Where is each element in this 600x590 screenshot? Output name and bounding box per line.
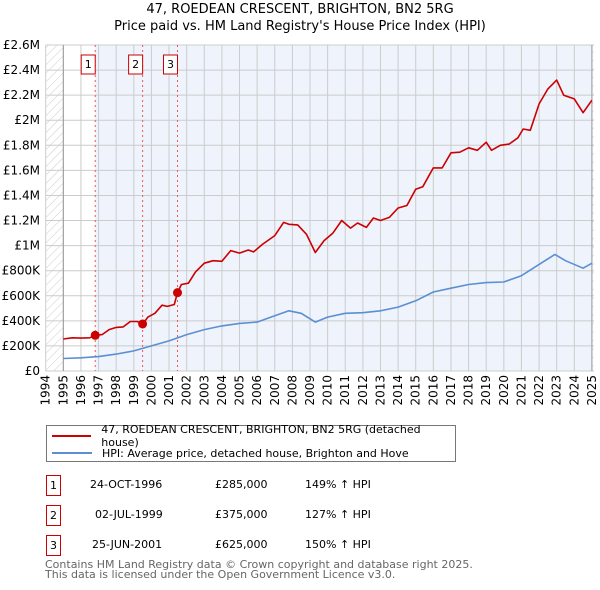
transaction-row: 3 25-JUN-2001 £625,000 150% ↑ HPI — [46, 535, 466, 556]
x-tick-label: 1995 — [56, 375, 70, 406]
sale-label-box — [80, 54, 96, 75]
x-tick-label: 2017 — [444, 375, 458, 406]
legend-item-hpi: HPI: Average price, detached house, Brig… — [47, 445, 409, 461]
transaction-badge: 2 — [46, 505, 61, 526]
x-tick-label: 2020 — [497, 375, 511, 406]
x-tick-label: 2025 — [585, 375, 599, 406]
y-tick-label: £2.2M — [3, 88, 40, 102]
chart-title: 47, ROEDEAN CRESCENT, BRIGHTON, BN2 5RG — [146, 2, 454, 17]
x-tick-label: 2022 — [532, 375, 546, 406]
sale-point — [172, 288, 182, 298]
sale-label-box — [128, 54, 144, 75]
y-tick-label: £1.6M — [3, 163, 40, 177]
x-tick-label: 2015 — [409, 375, 423, 406]
legend-swatch-property — [52, 435, 92, 437]
y-tick-label: £2.4M — [3, 63, 40, 77]
y-tick-label: £1.2M — [3, 214, 40, 228]
transaction-row: 1 24-OCT-1996 £285,000 149% ↑ HPI — [46, 475, 466, 496]
y-tick-label: £2M — [14, 113, 40, 127]
sale-label-box — [162, 54, 178, 75]
chart-subtitle: Price paid vs. HM Land Registry's House … — [114, 19, 486, 34]
legend-item-property: 47, ROEDEAN CRESCENT, BRIGHTON, BN2 5RG … — [47, 423, 455, 449]
x-tick-label: 2005 — [233, 375, 247, 406]
x-tick-label: 2000 — [144, 375, 158, 406]
y-tick-label: £1.4M — [3, 188, 40, 202]
x-tick-label: 2016 — [426, 375, 440, 406]
x-tick-label: 2019 — [479, 375, 493, 406]
y-tick-label: £0 — [25, 364, 40, 378]
x-tick-label: 2002 — [180, 375, 194, 406]
price-chart: £0 £200K £400K £600K £800K £1M £1.2M £1.4M £1.6M… — [2, 38, 599, 406]
x-tick-label: 2012 — [356, 375, 370, 406]
y-tick-label: £1.8M — [3, 138, 40, 152]
y-tick-label: £800K — [2, 264, 42, 278]
transaction-badge: 3 — [46, 535, 61, 556]
transaction-price: £375,000 — [215, 508, 268, 521]
x-tick-label: 1996 — [74, 375, 88, 406]
legend: 47, ROEDEAN CRESCENT, BRIGHTON, BN2 5RG … — [46, 423, 456, 462]
x-tick-label: 2009 — [303, 375, 317, 406]
transaction-price: £285,000 — [215, 478, 268, 491]
y-tick-label: £600K — [2, 289, 42, 303]
shaded-region — [95, 45, 592, 371]
x-tick-label: 2001 — [162, 375, 176, 406]
x-tick-label: 1999 — [127, 375, 141, 406]
hatched-region-start — [45, 45, 64, 371]
x-tick-label: 2023 — [550, 375, 564, 406]
y-tick-label: £2.6M — [3, 38, 40, 52]
transaction-price: £625,000 — [215, 538, 268, 551]
hpi-line — [63, 253, 593, 360]
transaction-date: 25-JUN-2001 — [92, 538, 163, 551]
transaction-badge: 1 — [46, 475, 61, 496]
transaction-hpi: 150% ↑ HPI — [305, 538, 371, 551]
x-tick-label: 2021 — [514, 375, 528, 406]
x-tick-label: 2011 — [338, 375, 352, 406]
x-tick-label: 2024 — [567, 375, 581, 406]
x-tick-label: 1998 — [109, 375, 123, 406]
transaction-date: 02-JUL-1999 — [95, 508, 163, 521]
sale-label: 3 — [167, 58, 174, 71]
x-tick-label: 2006 — [250, 375, 264, 406]
x-tick-label: 1994 — [39, 375, 53, 406]
legend-swatch-hpi — [52, 452, 92, 454]
x-tick-label: 2010 — [321, 375, 335, 406]
legend-label-property: 47, ROEDEAN CRESCENT, BRIGHTON, BN2 5RG … — [101, 423, 421, 449]
x-tick-label: 2013 — [373, 375, 387, 406]
sale-point — [90, 330, 100, 340]
sale-point — [138, 319, 148, 329]
y-tick-label: £1M — [14, 239, 40, 253]
x-tick-label: 1997 — [92, 375, 106, 406]
transaction-date: 24-OCT-1996 — [90, 478, 163, 491]
footer: Contains HM Land Registry data © Crown c… — [45, 558, 473, 581]
sale-label: 2 — [132, 58, 139, 71]
footer-copyright: Contains HM Land Registry data © Crown c… — [45, 558, 473, 571]
x-tick-label: 2008 — [285, 375, 299, 406]
y-tick-label: £200K — [2, 339, 42, 353]
hatched-region-end — [591, 45, 594, 371]
sale-label: 1 — [85, 58, 92, 71]
transaction-hpi: 127% ↑ HPI — [305, 508, 371, 521]
transaction-row: 2 02-JUL-1999 £375,000 127% ↑ HPI — [46, 505, 466, 526]
footer-licence: This data is licensed under the Open Gov… — [45, 568, 396, 581]
transaction-hpi: 149% ↑ HPI — [305, 478, 371, 491]
x-tick-label: 2003 — [197, 375, 211, 406]
y-tick-label: £400K — [2, 314, 42, 328]
x-tick-label: 2004 — [215, 375, 229, 406]
x-tick-label: 2007 — [268, 375, 282, 406]
legend-label-hpi: HPI: Average price, detached house, Brig… — [102, 446, 409, 460]
x-tick-label: 2018 — [462, 375, 476, 406]
x-tick-label: 2014 — [391, 375, 405, 406]
